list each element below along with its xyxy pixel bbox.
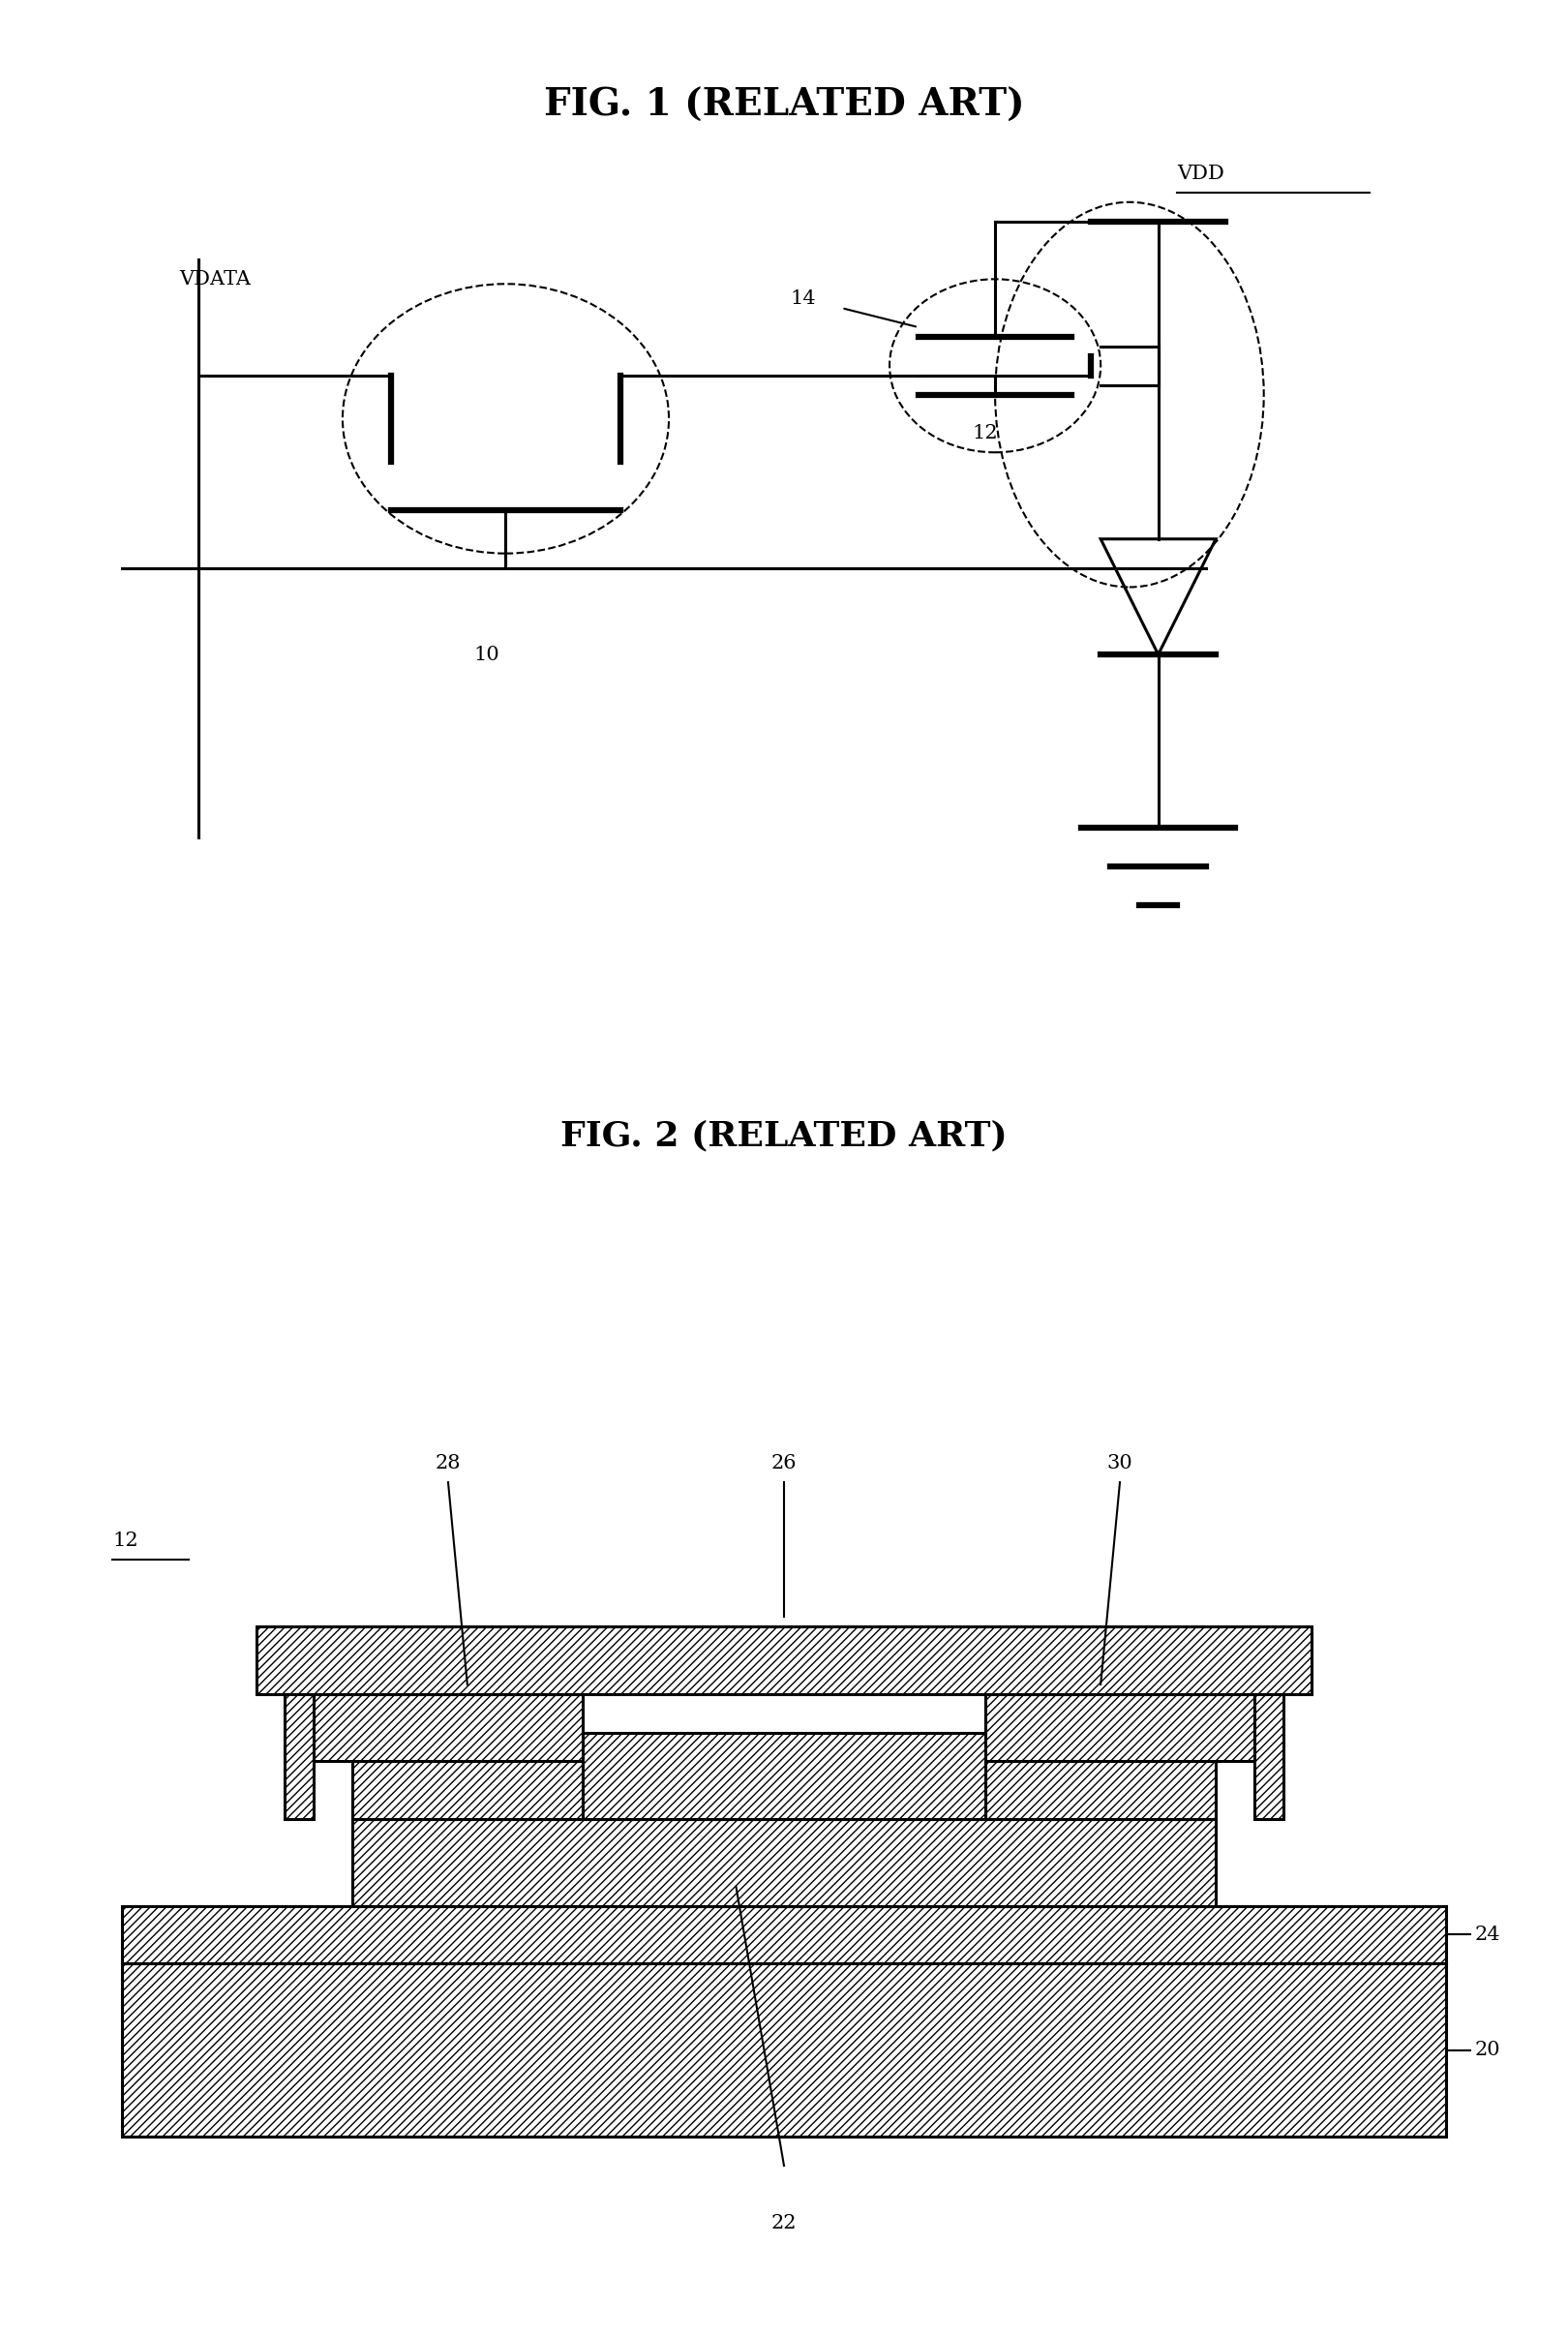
Bar bbox=[256, 1626, 1312, 1694]
Bar bbox=[986, 1694, 1254, 1761]
Bar bbox=[986, 1761, 1215, 1820]
Bar bbox=[986, 1761, 1215, 1820]
Bar bbox=[353, 1761, 582, 1820]
Text: 24: 24 bbox=[1475, 1925, 1501, 1944]
Bar bbox=[582, 1733, 986, 1820]
Bar bbox=[353, 1761, 582, 1820]
Text: 14: 14 bbox=[790, 290, 815, 308]
Bar bbox=[285, 1694, 314, 1820]
Text: 28: 28 bbox=[436, 1455, 461, 1472]
Bar bbox=[122, 1906, 1446, 1965]
Bar bbox=[582, 1733, 986, 1820]
Bar bbox=[122, 1965, 1446, 2137]
Bar bbox=[986, 1694, 1254, 1761]
Bar bbox=[122, 1965, 1446, 2137]
Text: 12: 12 bbox=[113, 1530, 138, 1549]
Text: 26: 26 bbox=[771, 1455, 797, 1472]
Text: 12: 12 bbox=[972, 423, 999, 442]
Bar bbox=[1254, 1694, 1283, 1820]
Text: VDATA: VDATA bbox=[179, 271, 251, 287]
Bar bbox=[285, 1694, 314, 1820]
Bar bbox=[122, 1906, 1446, 1965]
Text: VDD: VDD bbox=[1178, 164, 1225, 182]
Bar bbox=[314, 1694, 582, 1761]
Text: FIG. 2 (RELATED ART): FIG. 2 (RELATED ART) bbox=[560, 1119, 1008, 1152]
Text: FIG. 1 (RELATED ART): FIG. 1 (RELATED ART) bbox=[544, 86, 1024, 124]
Text: 10: 10 bbox=[474, 645, 500, 663]
Text: 22: 22 bbox=[771, 2215, 797, 2233]
Text: 20: 20 bbox=[1475, 2042, 1501, 2060]
Text: 30: 30 bbox=[1107, 1455, 1132, 1472]
Bar bbox=[353, 1820, 1215, 1906]
Bar bbox=[314, 1694, 582, 1761]
Bar bbox=[353, 1820, 1215, 1906]
Bar bbox=[1254, 1694, 1283, 1820]
Bar bbox=[256, 1626, 1312, 1694]
